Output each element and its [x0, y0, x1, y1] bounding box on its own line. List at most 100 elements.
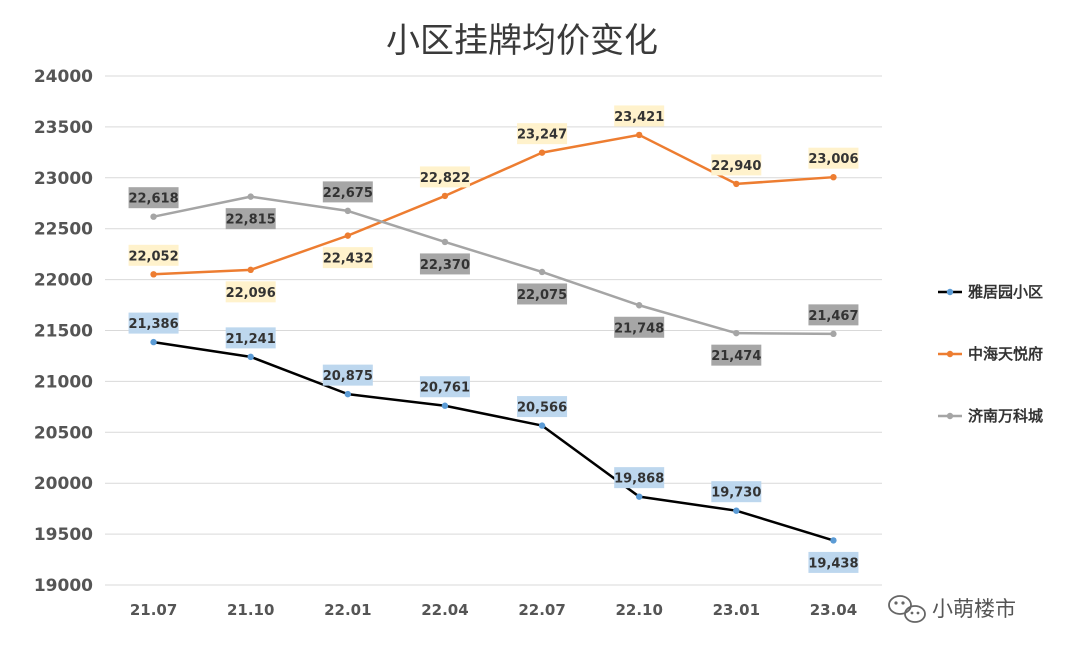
data-label-text: 22,432 [323, 252, 373, 267]
data-point [635, 131, 643, 139]
y-tick-label: 19500 [34, 525, 93, 545]
legend-swatch-marker [946, 412, 954, 420]
data-point [830, 173, 837, 181]
data-label-text: 20,761 [420, 381, 470, 396]
data-label-text: 21,241 [226, 332, 276, 347]
data-point [830, 537, 837, 544]
data-label-text: 22,370 [420, 258, 470, 273]
data-label-bg [128, 244, 179, 266]
data-label: 22,940 [711, 154, 762, 176]
data-point [150, 338, 157, 346]
data-label-text: 21,386 [128, 317, 178, 332]
data-point [441, 192, 449, 200]
x-tick-label: 23.01 [713, 601, 760, 619]
gridlines [105, 75, 882, 586]
y-tick-label: 21000 [34, 372, 93, 392]
x-tick-label: 23.04 [810, 601, 857, 619]
y-tick-label: 22500 [34, 220, 93, 240]
data-label-bg [711, 154, 762, 176]
data-point [635, 493, 643, 500]
y-tick-label: 21500 [34, 322, 93, 342]
data-label: 22,618 [128, 187, 179, 209]
y-tick-label: 23500 [34, 118, 93, 138]
data-label-bg [225, 208, 276, 230]
data-label: 23,006 [808, 147, 859, 169]
data-label-bg [128, 312, 179, 334]
data-point [733, 180, 740, 188]
data-point [538, 268, 546, 276]
data-label-bg [808, 304, 859, 326]
data-point [441, 402, 449, 409]
data-label-bg [419, 253, 470, 275]
data-label-text: 22,940 [711, 159, 761, 174]
data-label-bg [808, 551, 859, 573]
data-label: 20,566 [517, 396, 568, 418]
data-label-text: 20,566 [517, 401, 567, 416]
data-label: 21,474 [711, 344, 761, 366]
y-tick-label: 22000 [34, 271, 93, 291]
data-label-text: 21,474 [711, 349, 761, 364]
x-tick-label: 22.10 [615, 601, 662, 619]
watermark: 小萌楼市 [888, 595, 1016, 623]
data-point [344, 207, 352, 215]
data-label: 22,096 [226, 281, 276, 303]
data-label: 19,730 [711, 481, 761, 503]
data-label-text: 23,247 [517, 128, 567, 143]
data-label-bg [322, 181, 373, 203]
data-label: 23,247 [517, 123, 568, 145]
data-label: 21,386 [128, 312, 179, 334]
y-tick-label: 20500 [34, 423, 93, 443]
data-point [247, 353, 254, 361]
data-label: 22,815 [225, 208, 276, 230]
data-label-text: 22,822 [420, 171, 470, 186]
data-point [635, 302, 643, 309]
data-point [150, 213, 157, 220]
legend-label: 雅居园小区 [967, 283, 1043, 301]
data-label: 19,868 [614, 467, 665, 489]
x-tick-label: 21.07 [130, 601, 177, 619]
data-label-bg [614, 467, 665, 489]
data-label-bg [517, 283, 568, 305]
data-point [538, 422, 546, 429]
data-label: 20,875 [322, 364, 373, 386]
data-label: 21,748 [614, 316, 664, 338]
data-label-text: 23,421 [614, 110, 664, 125]
data-point [538, 149, 546, 156]
data-label-bg [517, 396, 568, 418]
data-label-text: 19,438 [808, 556, 858, 571]
data-point [344, 390, 352, 398]
wechat-icon [888, 595, 926, 623]
y-tick-label: 24000 [34, 67, 93, 87]
data-point [150, 271, 157, 278]
legend-item: 雅居园小区 [938, 283, 1043, 301]
series-line [153, 133, 834, 276]
data-label-bg [517, 123, 568, 145]
data-label: 21,467 [808, 304, 859, 326]
data-point [247, 193, 254, 200]
data-label-text: 22,052 [128, 249, 178, 264]
data-point [733, 507, 740, 514]
data-point [247, 266, 254, 274]
y-axis: 19000 19500 20000 20500 21000 21500 22000 22500… [34, 67, 93, 596]
series-line [153, 195, 834, 336]
data-point [733, 329, 740, 337]
data-label: 22,432 [323, 247, 373, 269]
data-label-bg [128, 187, 179, 209]
chart-title: 小区挂牌均价变化 [386, 21, 658, 61]
data-label-text: 22,096 [226, 286, 276, 301]
data-label-text: 22,815 [226, 213, 276, 228]
legend-item: 济南万科城 [938, 407, 1043, 425]
x-tick-label: 21.10 [227, 601, 274, 619]
data-labels: 21,386 21,241 20,875 20,761 20,566 19,868 19,7… [128, 105, 859, 573]
legend-item: 中海天悦府 [938, 345, 1043, 363]
data-label: 21,241 [226, 327, 276, 349]
y-tick-label: 23000 [34, 169, 93, 189]
data-label: 22,052 [128, 244, 179, 266]
legend-label: 中海天悦府 [968, 345, 1043, 363]
data-label-text: 21,748 [614, 321, 664, 336]
data-label: 22,822 [420, 166, 470, 188]
data-label-bg [322, 364, 373, 386]
y-tick-label: 20000 [34, 474, 93, 494]
